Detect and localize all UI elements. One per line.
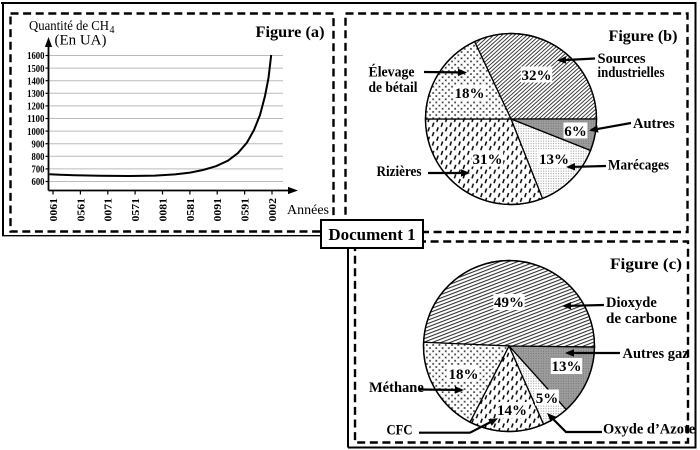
svg-text:800: 800 [32,152,45,163]
svg-text:1300: 1300 [27,89,44,100]
svg-text:31%: 31% [473,152,503,168]
svg-text:0581: 0581 [185,198,197,222]
svg-text:4: 4 [110,25,115,36]
svg-text:0081: 0081 [157,198,169,222]
svg-text:32%: 32% [522,68,552,84]
svg-text:Sources: Sources [598,51,646,67]
svg-text:Marécages: Marécages [608,158,669,174]
svg-text:0061: 0061 [48,198,60,222]
svg-text:0091: 0091 [212,198,224,222]
svg-text:13%: 13% [552,359,582,375]
svg-text:0571: 0571 [130,198,142,222]
svg-text:industrielles: industrielles [598,65,665,81]
svg-text:Méthane: Méthane [369,380,424,396]
svg-text:6%: 6% [564,124,587,140]
svg-text:Figure (b): Figure (b) [609,28,678,45]
svg-text:900: 900 [32,139,45,150]
svg-text:49%: 49% [494,295,524,311]
svg-text:0071: 0071 [103,198,115,222]
svg-text:(En UA): (En UA) [55,33,107,49]
svg-text:1600: 1600 [27,51,44,62]
svg-text:600: 600 [32,177,45,188]
svg-text:0561: 0561 [75,198,87,222]
svg-text:Oxyde d’Azote: Oxyde d’Azote [603,422,696,438]
svg-text:1400: 1400 [27,76,44,87]
svg-text:5%: 5% [536,391,559,407]
svg-text:Autres gaz: Autres gaz [623,346,690,362]
svg-text:de bétail: de bétail [369,80,418,96]
svg-text:1200: 1200 [27,102,44,113]
svg-text:18%: 18% [455,86,485,102]
svg-text:Figure (a): Figure (a) [256,24,325,41]
svg-text:Figure (c): Figure (c) [610,256,682,273]
svg-text:de carbone: de carbone [606,311,678,327]
svg-text:Élevage: Élevage [369,64,416,81]
svg-text:1500: 1500 [27,64,44,75]
svg-text:0002: 0002 [267,197,279,221]
svg-text:18%: 18% [449,367,479,383]
svg-text:1100: 1100 [27,114,44,125]
svg-text:13%: 13% [539,152,569,168]
svg-text:Document 1: Document 1 [328,225,415,244]
svg-text:CFC: CFC [387,423,413,439]
svg-text:14%: 14% [497,403,527,419]
svg-text:Années: Années [287,203,329,218]
svg-text:Quantité de CH: Quantité de CH [29,19,109,34]
svg-text:Rizières: Rizières [377,164,422,180]
svg-text:Dioxyde: Dioxyde [606,295,657,311]
svg-text:Autres: Autres [633,116,675,132]
svg-text:0591: 0591 [240,198,252,222]
svg-text:1000: 1000 [27,127,44,138]
svg-text:700: 700 [32,165,45,176]
